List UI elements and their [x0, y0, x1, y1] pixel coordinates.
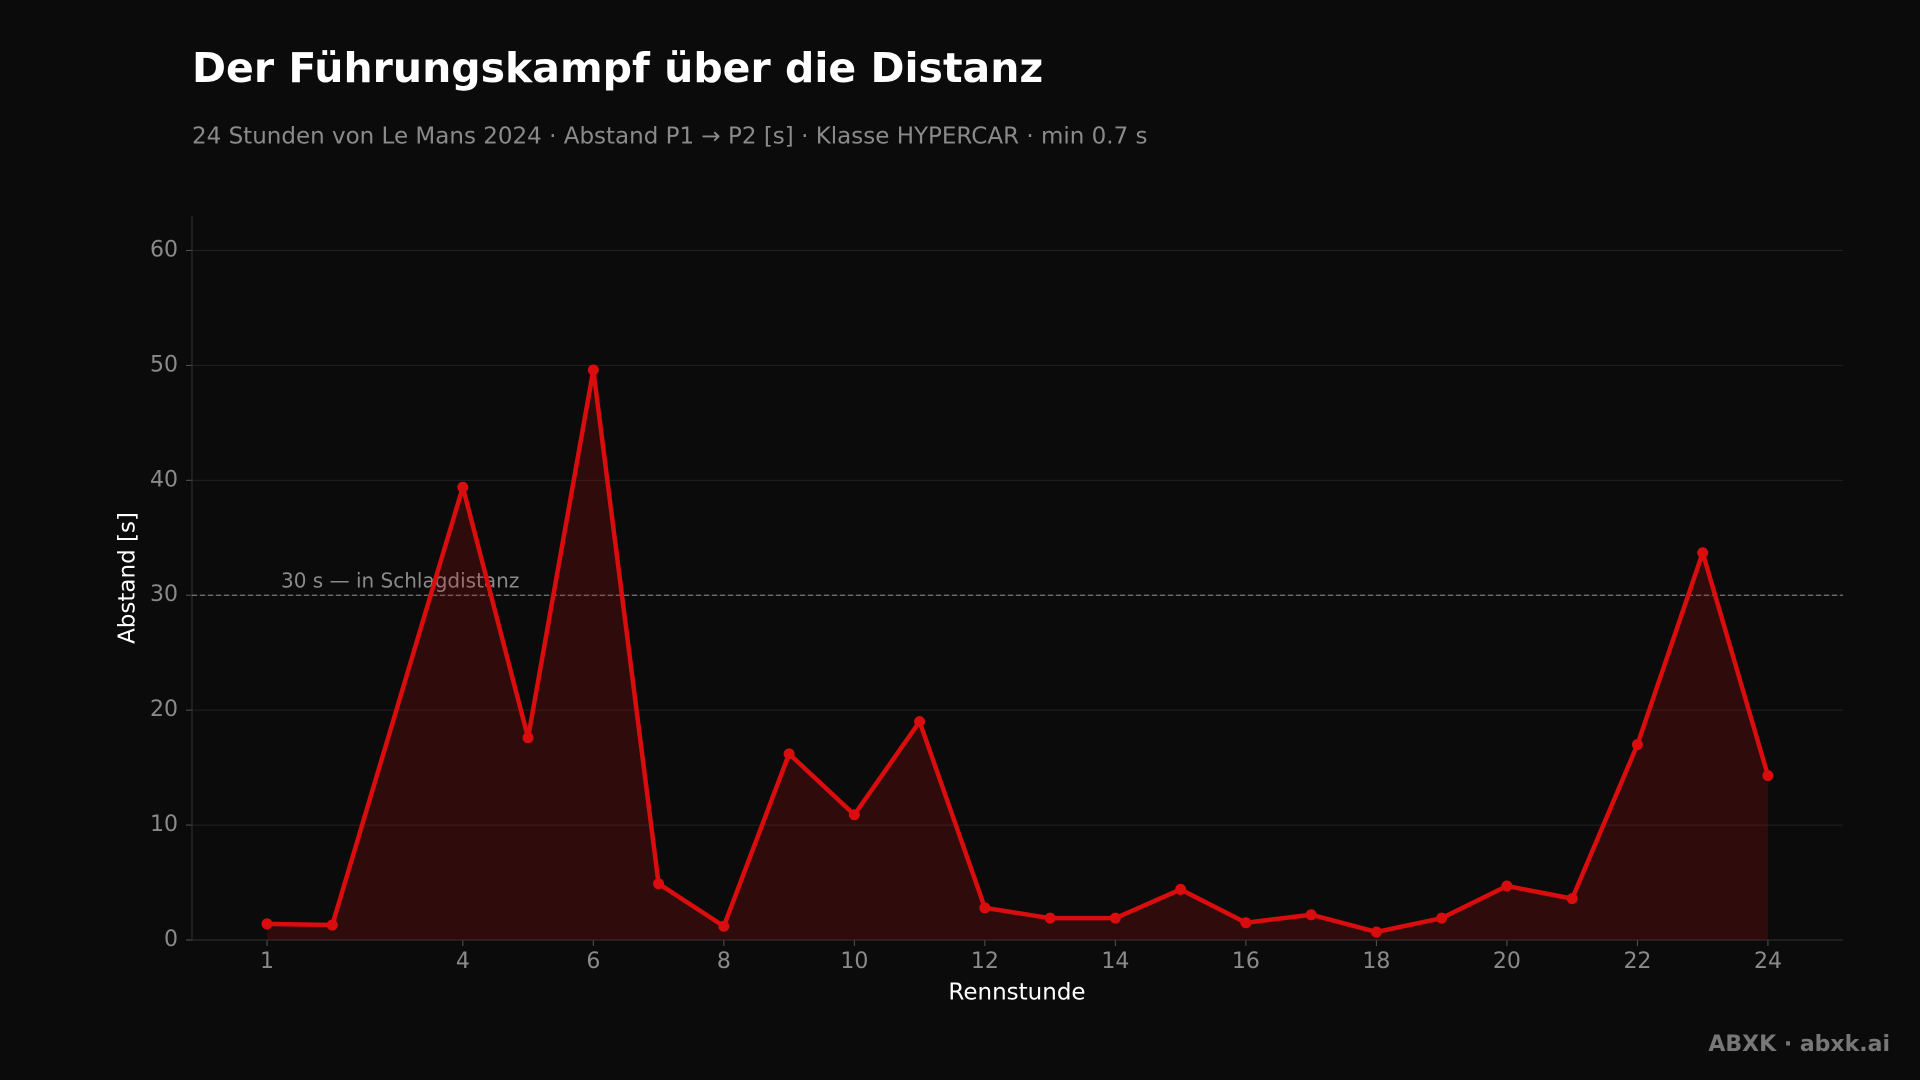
- x-tick-label: 1: [260, 949, 274, 974]
- reference-label: 30 s — in Schlagdistanz: [281, 569, 519, 593]
- point: [326, 919, 338, 931]
- point: [522, 732, 534, 744]
- point: [1044, 912, 1056, 924]
- point: [1109, 912, 1121, 924]
- y-tick-label: 30: [150, 582, 178, 607]
- x-axis-label: Rennstunde: [948, 980, 1085, 1006]
- x-tick-label: 8: [717, 949, 731, 974]
- y-tick-label: 0: [164, 927, 178, 952]
- y-tick-label: 50: [150, 352, 178, 377]
- point: [1175, 883, 1187, 895]
- x-tick-label: 4: [456, 949, 470, 974]
- point: [457, 481, 469, 493]
- x-tick-label: 20: [1493, 949, 1521, 974]
- point: [1762, 770, 1774, 782]
- x-tick-label: 12: [971, 949, 999, 974]
- point: [587, 364, 599, 376]
- x-tick-label: 22: [1623, 949, 1651, 974]
- y-tick-label: 10: [150, 812, 178, 837]
- point: [783, 748, 795, 760]
- point: [653, 878, 665, 890]
- point: [1305, 909, 1317, 921]
- x-tick-label: 10: [840, 949, 868, 974]
- y-axis-label: Abstand [s]: [115, 512, 141, 644]
- x-tick-label: 18: [1362, 949, 1390, 974]
- footer: ABXK · abxk.ai: [1708, 1032, 1890, 1057]
- area: [267, 369, 1768, 940]
- y-tick-label: 20: [150, 697, 178, 722]
- y-tick-label: 60: [150, 237, 178, 262]
- point: [914, 716, 926, 728]
- chart-subtitle: 24 Stunden von Le Mans 2024 · Abstand P1…: [192, 124, 1148, 150]
- point: [1501, 880, 1513, 892]
- point: [1566, 893, 1578, 905]
- point: [848, 809, 860, 821]
- point: [979, 902, 991, 914]
- point: [1370, 926, 1382, 938]
- x-tick-label: 14: [1101, 949, 1129, 974]
- point: [1240, 917, 1252, 929]
- point: [1436, 912, 1448, 924]
- y-tick-label: 40: [150, 467, 178, 492]
- point: [1697, 547, 1709, 559]
- point: [1631, 739, 1643, 751]
- chart-title: Der Führungskampf über die Distanz: [192, 44, 1043, 92]
- x-tick-label: 16: [1232, 949, 1260, 974]
- point: [718, 920, 730, 932]
- point: [261, 918, 273, 930]
- x-tick-label: 24: [1754, 949, 1782, 974]
- x-tick-label: 6: [586, 949, 600, 974]
